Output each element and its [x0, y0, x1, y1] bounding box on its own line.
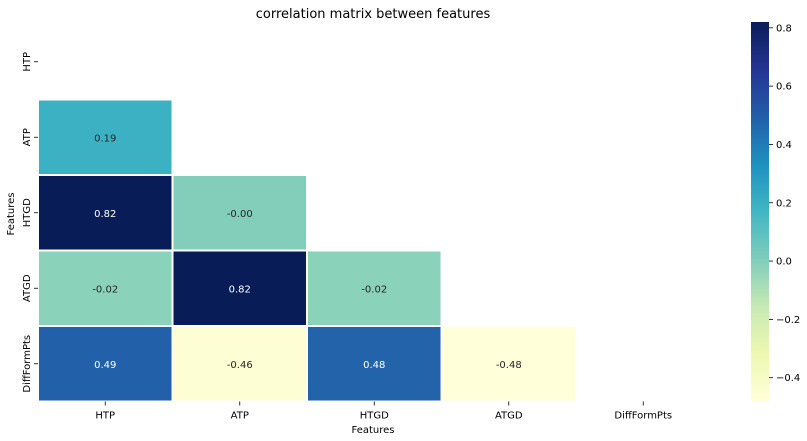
y-axis-ticks: HTP ATP HTGD ATGD DiffFormPts	[22, 52, 38, 393]
heatmap-cell	[171, 325, 308, 403]
cell-value-label: -0.02	[92, 284, 118, 295]
x-tick-label: ATP	[231, 411, 249, 422]
colorbar-ticks: 0.8 0.6 0.4 0.2 0.0 −0.2 −0.4	[769, 23, 800, 384]
colorbar-tick-label: 0.8	[776, 23, 792, 34]
colorbar-tick-label: 0.0	[776, 257, 792, 268]
y-tick-label: HTGD	[22, 198, 33, 227]
cell-value-label: -0.00	[227, 209, 253, 220]
x-tick-label: HTP	[95, 411, 115, 422]
cell-value-label: -0.46	[227, 360, 253, 371]
cell-value-label: -0.48	[496, 360, 522, 371]
y-tick-label: HTP	[22, 52, 33, 72]
x-axis-label: Features	[352, 425, 395, 436]
y-axis-label: Features	[6, 193, 17, 236]
y-tick-label: ATP	[22, 128, 33, 146]
heatmap-cells	[37, 98, 577, 403]
y-tick-label: DiffFormPts	[22, 335, 33, 393]
x-tick-label: DiffFormPts	[614, 411, 672, 422]
x-tick-label: HTGD	[360, 411, 389, 422]
heatmap-cell	[306, 249, 443, 327]
heatmap-cell-labels: 0.19 0.82 -0.00 -0.02 0.82 -0.02 0.49 -0.46 0.48…	[92, 133, 521, 371]
heatmap-cell	[440, 325, 577, 403]
cell-value-label: -0.02	[361, 284, 387, 295]
cell-value-label: 0.49	[94, 360, 116, 371]
colorbar-tick-label: −0.4	[776, 373, 800, 384]
y-tick-label: ATGD	[22, 274, 33, 302]
colorbar	[751, 22, 769, 401]
colorbar-tick-label: 0.6	[776, 82, 792, 93]
x-tick-label: ATGD	[495, 411, 523, 422]
colorbar-tick-label: −0.2	[776, 315, 800, 326]
heatmap-cell	[37, 174, 174, 252]
cell-value-label: 0.82	[229, 284, 251, 295]
colorbar-tick-label: 0.4	[776, 140, 792, 151]
heatmap-cell	[171, 174, 308, 252]
x-axis-ticks: HTP ATP HTGD ATGD DiffFormPts	[95, 401, 672, 422]
chart-title: correlation matrix between features	[256, 7, 491, 22]
cell-value-label: 0.82	[94, 209, 116, 220]
cell-value-label: 0.48	[363, 360, 385, 371]
heatmap-cell	[37, 98, 174, 176]
cell-value-label: 0.19	[94, 133, 116, 144]
colorbar-tick-label: 0.2	[776, 198, 792, 209]
